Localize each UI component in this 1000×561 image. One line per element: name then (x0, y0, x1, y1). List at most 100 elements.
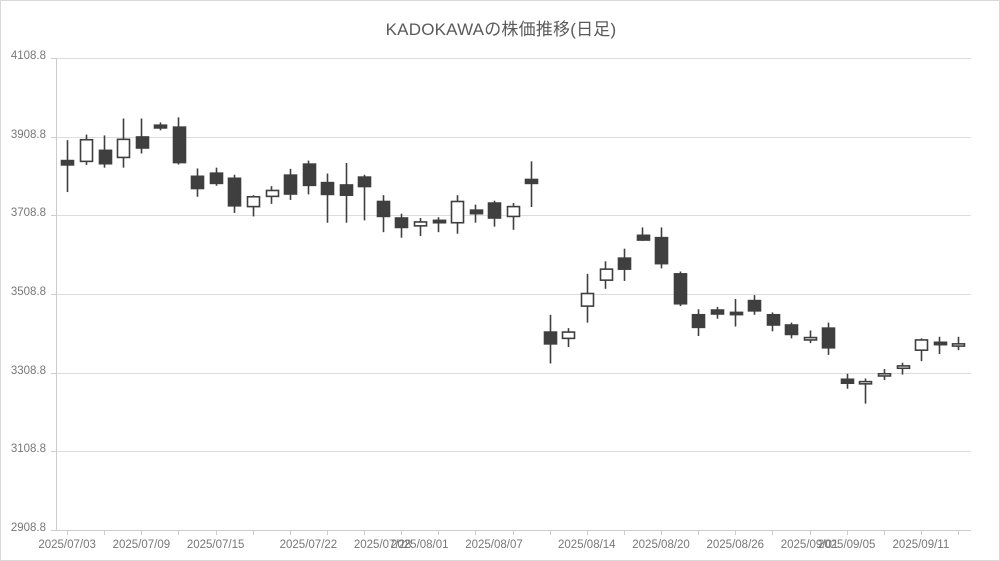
x-axis-tick-label: 2025/07/15 (186, 539, 245, 551)
x-axis-tick-label: 2025/07/09 (112, 539, 171, 551)
x-axis-tick-label: 2025/08/14 (558, 539, 616, 551)
y-axis-tick-label: 3508.8 (10, 286, 46, 298)
x-axis-tick-label: 2025/08/26 (706, 539, 765, 551)
candle (357, 174, 372, 221)
candle-body-down (376, 200, 391, 218)
candle (413, 218, 428, 237)
candle-body-up (858, 380, 873, 385)
candle-body-down (691, 313, 706, 329)
candle (803, 330, 818, 344)
candle (135, 118, 150, 154)
candle-body-down (227, 177, 242, 207)
candle (747, 295, 762, 315)
candle (599, 261, 614, 289)
x-axis-tick-label: 2025/07/03 (38, 539, 96, 551)
candle-body-down (487, 202, 502, 219)
candle (951, 336, 966, 351)
candle (376, 195, 391, 233)
candle (302, 160, 317, 195)
candle-body-up (450, 200, 465, 224)
candle (784, 322, 799, 339)
candle-body-up (877, 372, 892, 377)
candle (691, 309, 706, 337)
chart-title: KADOKAWAの株価推移(日足) (385, 20, 617, 39)
candle-body-up (561, 331, 576, 340)
candle (450, 195, 465, 234)
candle-body-up (506, 205, 521, 218)
candle-body-down (933, 341, 948, 346)
x-axis-tick-label: 2025/08/01 (390, 539, 449, 551)
candle (432, 217, 447, 233)
candle (933, 336, 948, 355)
candle-body-down (654, 236, 669, 265)
candle-body-down (60, 159, 75, 166)
candle-body-down (729, 311, 744, 316)
candle-body-down (209, 172, 224, 185)
candle (580, 273, 595, 323)
candle-body-down (840, 378, 855, 385)
candle (877, 369, 892, 381)
candle-body-down (339, 184, 354, 196)
grid-lines (56, 58, 971, 531)
candle (79, 134, 94, 165)
candle (60, 140, 75, 193)
candle-body-up (116, 138, 131, 159)
candle (209, 167, 224, 186)
x-axis-tick-label: 2025/09/05 (817, 539, 876, 551)
candle (858, 378, 873, 404)
candle-body-down (543, 331, 558, 345)
candle (636, 227, 651, 241)
candle (172, 117, 187, 165)
candle (469, 204, 484, 223)
candle (617, 248, 632, 281)
candle-body-down (320, 181, 335, 196)
candle (283, 168, 298, 200)
candle-body-up (580, 292, 595, 307)
candle-body-down (636, 234, 651, 241)
candle (766, 312, 781, 332)
candle (227, 174, 242, 213)
candle-body-down (190, 175, 205, 190)
candle (339, 162, 354, 223)
candle (821, 322, 836, 355)
y-axis-tick-label: 4108.8 (10, 50, 46, 62)
candle-body-down (98, 149, 113, 165)
x-axis-tick-label: 2025/08/20 (632, 539, 690, 551)
candle-body-down (302, 163, 317, 187)
candle-body-down (710, 309, 725, 315)
candle (673, 271, 688, 307)
candle-body-down (153, 124, 168, 129)
candle (524, 161, 539, 207)
candle (543, 314, 558, 364)
candle-body-down (357, 176, 372, 188)
candle-body-down (469, 209, 484, 215)
candle-body-down (172, 126, 187, 164)
candle (506, 203, 521, 230)
y-axis-tick-label: 2908.8 (10, 522, 46, 534)
x-axis-tick-label: 2025/09/11 (892, 539, 950, 551)
candle (914, 338, 929, 362)
candle-body-down (784, 324, 799, 336)
candle-body-up (413, 221, 428, 227)
candle-body-down (673, 273, 688, 305)
candle-series (60, 117, 966, 404)
candle (394, 213, 409, 238)
candle (98, 135, 113, 168)
candle-body-down (524, 178, 539, 185)
candle (840, 373, 855, 389)
candle (153, 122, 168, 131)
candle-body-down (747, 299, 762, 312)
candle-body-up (246, 195, 261, 208)
x-axis-tick-label: 2025/09/01 (780, 539, 839, 551)
candle (654, 227, 669, 269)
candle-body-down (617, 257, 632, 270)
candle-body-up (951, 343, 966, 347)
candle (190, 168, 205, 197)
y-axis-tick-label: 3708.8 (10, 207, 46, 220)
y-axis-tick-label: 3908.8 (10, 128, 46, 141)
candle (246, 195, 261, 217)
x-tick-marks (67, 530, 959, 535)
candle-body-down (821, 327, 836, 349)
